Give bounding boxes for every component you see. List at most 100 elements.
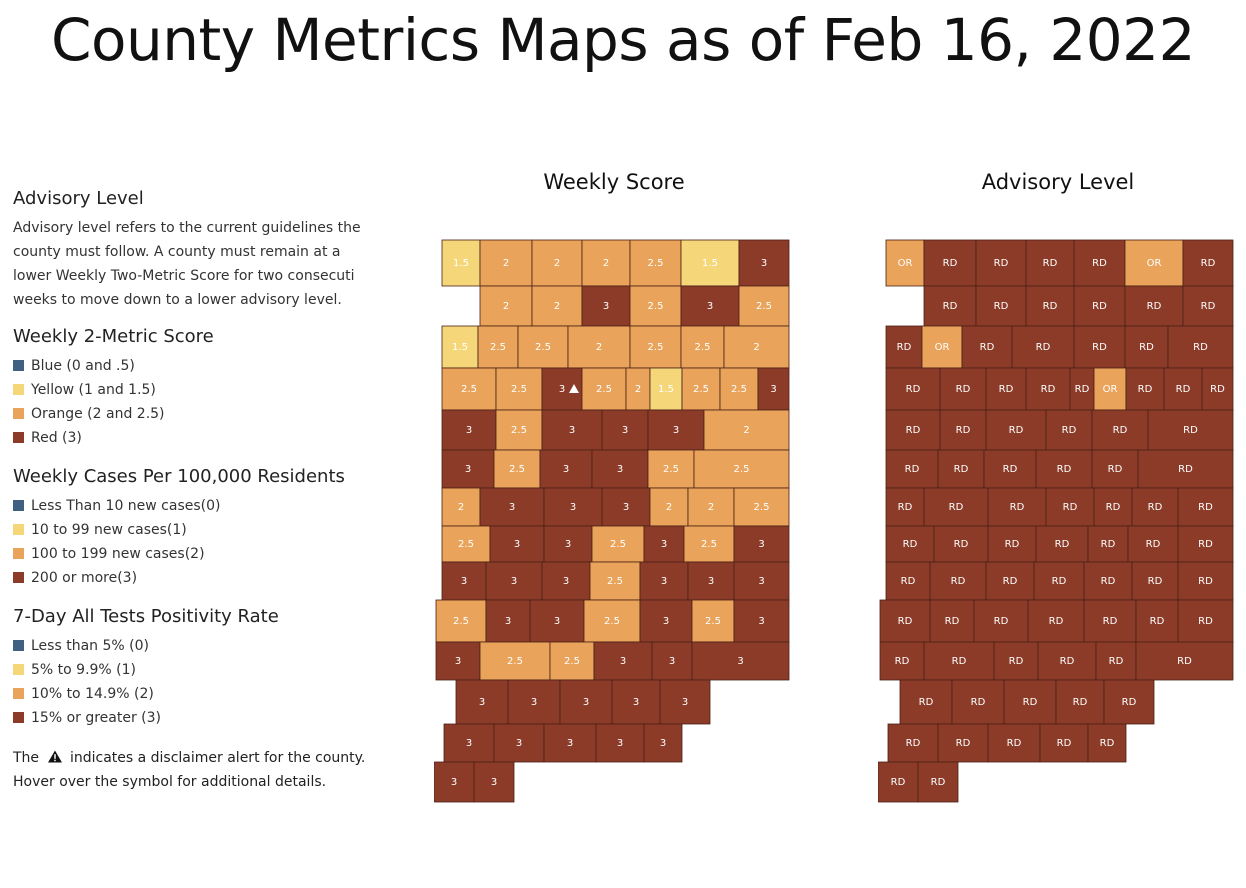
county-shape[interactable] [733,525,790,563]
county-region[interactable]: 3 [479,487,545,527]
county-shape[interactable] [649,367,683,411]
county-shape[interactable] [581,285,631,327]
county-shape[interactable] [703,409,790,451]
county-region[interactable]: RD [1091,449,1139,489]
county-region[interactable]: RD [1093,487,1133,527]
county-region[interactable]: 2 [531,285,583,327]
county-shape[interactable] [987,525,1037,563]
county-region[interactable]: RD [1073,325,1126,369]
county-region[interactable]: RD [1003,679,1057,725]
county-region[interactable]: 3 [473,761,515,803]
county-region[interactable]: RD [1055,679,1105,725]
county-region[interactable]: 3 [507,679,561,725]
county-region[interactable]: RD [975,239,1027,287]
county-region[interactable]: 2 [581,239,631,287]
county-region[interactable]: RD [1177,487,1234,527]
county-region[interactable]: RD [929,561,987,601]
county-region[interactable]: 3 [733,599,790,643]
county-region[interactable]: OR [885,239,925,287]
county-region[interactable]: RD [1073,285,1126,327]
county-shape[interactable] [1177,561,1234,601]
county-shape[interactable] [639,599,693,643]
county-region[interactable]: RD [923,285,977,327]
county-region[interactable]: RD [885,367,941,411]
county-region[interactable]: RD [1033,561,1085,601]
county-region[interactable]: RD [923,641,995,681]
county-shape[interactable] [961,325,1013,369]
county-shape[interactable] [923,285,977,327]
county-region[interactable]: 3 [659,679,711,725]
county-region[interactable]: RD [985,561,1035,601]
county-region[interactable]: 2.5 [435,599,487,643]
county-region[interactable]: RD [987,525,1037,563]
county-region[interactable]: RD [1124,325,1169,369]
county-shape[interactable] [951,679,1005,725]
county-shape[interactable] [879,641,925,681]
county-shape[interactable] [985,409,1047,451]
county-shape[interactable] [1124,285,1184,327]
county-shape[interactable] [659,679,711,725]
county-region[interactable]: RD [1095,641,1137,681]
county-shape[interactable] [885,409,941,451]
county-region[interactable]: RD [879,641,925,681]
county-shape[interactable] [643,723,683,763]
county-region[interactable]: 2.5 [441,367,497,411]
county-region[interactable]: RD [1177,561,1234,601]
county-region[interactable]: 1.5 [649,367,683,411]
county-shape[interactable] [479,285,533,327]
county-shape[interactable] [1091,449,1139,489]
county-region[interactable]: 2 [441,487,481,527]
county-region[interactable]: RD [1083,599,1137,643]
county-shape[interactable] [1033,561,1085,601]
county-shape[interactable] [887,723,939,763]
county-shape[interactable] [639,561,689,601]
county-shape[interactable] [435,599,487,643]
county-shape[interactable] [581,367,627,411]
county-region[interactable]: RD [1027,599,1085,643]
county-region[interactable]: 3 [541,561,591,601]
county-region[interactable]: RD [1135,641,1234,681]
county-region[interactable]: OR [921,325,963,369]
county-shape[interactable] [543,525,593,563]
county-shape[interactable] [733,487,790,527]
county-region[interactable]: 3 [433,761,475,803]
county-shape[interactable] [719,367,759,411]
county-shape[interactable] [680,285,740,327]
county-region[interactable]: 2.5 [629,239,682,287]
county-shape[interactable] [1045,487,1095,527]
county-region[interactable]: 2.5 [629,285,682,327]
county-region[interactable]: RD [933,525,989,563]
county-region[interactable]: 3 [435,641,481,681]
county-region[interactable]: 3 [593,641,653,681]
county-shape[interactable] [933,525,989,563]
county-region[interactable]: 3 [595,723,645,763]
county-region[interactable]: 2 [625,367,651,411]
county-region[interactable]: RD [1135,599,1179,643]
county-region[interactable]: RD [1025,367,1071,411]
county-region[interactable]: 2.5 [738,285,790,327]
county-region[interactable]: 3 [601,487,651,527]
county-shape[interactable] [1025,367,1071,411]
county-shape[interactable] [1083,561,1133,601]
county-region[interactable]: 3 [639,561,689,601]
county-region[interactable]: RD [1011,325,1075,369]
county-region[interactable]: 2.5 [680,325,725,369]
county-region[interactable]: RD [1087,525,1129,563]
county-shape[interactable] [543,723,597,763]
county-shape[interactable] [567,325,631,369]
county-region[interactable]: 3 [651,641,693,681]
county-region[interactable]: RD [1045,487,1095,527]
county-region[interactable]: 3 [441,409,497,451]
county-shape[interactable] [973,599,1029,643]
county-region[interactable]: RD [975,285,1027,327]
county-region[interactable]: RD [1201,367,1234,411]
county-region[interactable]: RD [1091,409,1149,451]
county-shape[interactable] [993,641,1039,681]
county-region[interactable]: RD [985,367,1027,411]
county-region[interactable]: 3 [591,449,649,489]
county-region[interactable]: 1.5 [680,239,740,287]
county-region[interactable]: 3 [443,723,495,763]
county-shape[interactable] [1137,449,1234,489]
county-shape[interactable] [757,367,790,411]
county-shape[interactable] [473,761,515,803]
